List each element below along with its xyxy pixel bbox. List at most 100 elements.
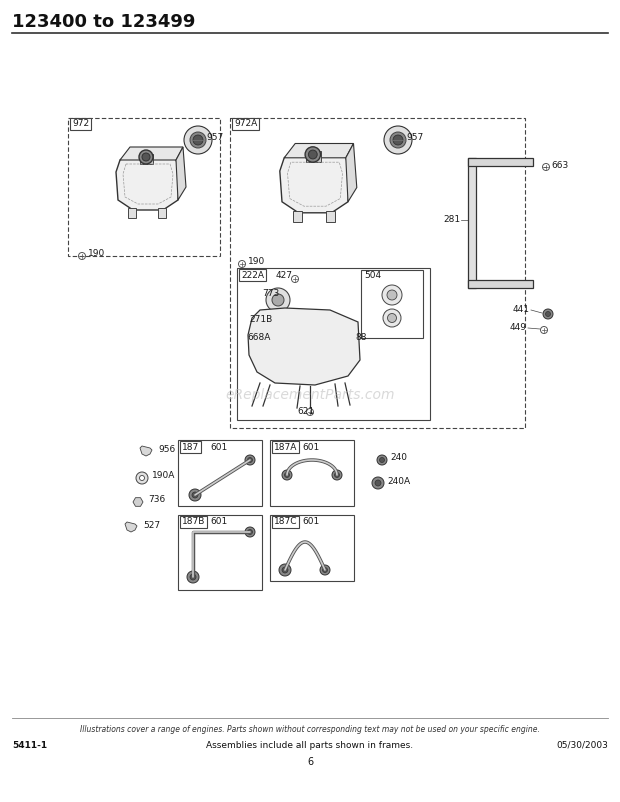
Circle shape (187, 571, 199, 583)
Polygon shape (280, 149, 350, 213)
Bar (158, 208, 166, 218)
Text: 05/30/2003: 05/30/2003 (556, 740, 608, 750)
Text: 736: 736 (148, 496, 166, 504)
Bar (68, 118, 220, 256)
Text: 187B: 187B (182, 517, 205, 526)
Circle shape (139, 150, 153, 164)
Circle shape (393, 135, 403, 145)
Circle shape (142, 153, 150, 161)
Circle shape (140, 476, 144, 480)
Text: 271B: 271B (249, 315, 272, 325)
Text: Assemblies include all parts shown in frames.: Assemblies include all parts shown in fr… (206, 740, 414, 750)
Polygon shape (176, 147, 186, 200)
Text: 240A: 240A (387, 476, 410, 485)
Text: 668A: 668A (247, 334, 270, 342)
Circle shape (546, 311, 551, 317)
Circle shape (189, 489, 201, 501)
Text: 601: 601 (302, 517, 319, 526)
Text: 5411-1: 5411-1 (12, 740, 47, 750)
Circle shape (266, 288, 290, 312)
Text: 527: 527 (143, 521, 160, 530)
Bar (128, 208, 136, 218)
Text: 187: 187 (182, 443, 199, 452)
Bar (326, 211, 335, 221)
Bar (178, 515, 262, 590)
Text: 441: 441 (513, 306, 530, 314)
Circle shape (387, 290, 397, 300)
Bar (361, 270, 423, 338)
Circle shape (282, 470, 292, 480)
Polygon shape (140, 446, 152, 456)
Text: 601: 601 (210, 443, 228, 452)
Text: 957: 957 (406, 132, 423, 141)
Circle shape (375, 480, 381, 486)
Circle shape (136, 500, 141, 504)
Text: 427: 427 (276, 270, 293, 280)
Bar (293, 211, 302, 221)
Circle shape (285, 472, 290, 477)
Circle shape (192, 492, 198, 498)
Bar (270, 515, 354, 581)
Text: 972: 972 (72, 119, 89, 128)
Text: 123400 to 123499: 123400 to 123499 (12, 13, 195, 31)
Text: 222A: 222A (241, 270, 264, 280)
Circle shape (245, 527, 255, 537)
Circle shape (305, 147, 321, 162)
Polygon shape (120, 147, 183, 160)
Circle shape (322, 568, 327, 573)
Text: 190: 190 (248, 257, 265, 266)
Bar (237, 268, 430, 420)
Circle shape (304, 344, 316, 356)
Circle shape (379, 457, 384, 463)
Bar (230, 118, 525, 428)
Circle shape (245, 455, 255, 465)
Text: 663: 663 (551, 160, 569, 169)
Text: 972A: 972A (234, 119, 257, 128)
Circle shape (372, 477, 384, 489)
Text: 187C: 187C (274, 517, 298, 526)
Polygon shape (284, 144, 353, 158)
Circle shape (335, 472, 340, 477)
Text: 281: 281 (443, 216, 460, 225)
Text: 6: 6 (307, 757, 313, 767)
Circle shape (193, 135, 203, 145)
Polygon shape (306, 152, 321, 162)
Text: 601: 601 (302, 443, 319, 452)
Circle shape (272, 294, 284, 306)
Text: eReplacementParts.com: eReplacementParts.com (225, 388, 395, 402)
Circle shape (247, 457, 252, 463)
Text: 449: 449 (510, 323, 527, 333)
Circle shape (470, 221, 474, 225)
Circle shape (308, 347, 312, 353)
Text: 187A: 187A (274, 443, 298, 452)
Circle shape (377, 455, 387, 465)
Text: 240: 240 (390, 452, 407, 461)
Bar (468, 280, 533, 288)
Bar (468, 158, 533, 166)
Bar (270, 440, 354, 506)
Polygon shape (133, 498, 143, 506)
Circle shape (320, 565, 330, 575)
Text: 957: 957 (206, 132, 223, 141)
Circle shape (190, 574, 196, 580)
Circle shape (136, 472, 148, 484)
Circle shape (390, 132, 406, 148)
Text: 190: 190 (88, 249, 105, 258)
Circle shape (247, 529, 252, 534)
Polygon shape (125, 522, 137, 532)
Circle shape (382, 285, 402, 305)
Bar (468, 158, 476, 288)
Text: 956: 956 (158, 445, 175, 455)
Text: Illustrations cover a range of engines. Parts shown without corresponding text m: Illustrations cover a range of engines. … (80, 726, 540, 735)
Circle shape (268, 338, 282, 352)
Circle shape (335, 335, 345, 345)
Circle shape (184, 126, 212, 154)
Circle shape (384, 126, 412, 154)
Text: 773: 773 (262, 289, 279, 298)
Text: 601: 601 (210, 517, 228, 526)
Text: 504: 504 (364, 272, 381, 281)
Circle shape (272, 342, 278, 348)
Polygon shape (346, 144, 356, 202)
Text: 190A: 190A (152, 472, 175, 480)
Polygon shape (116, 152, 180, 210)
